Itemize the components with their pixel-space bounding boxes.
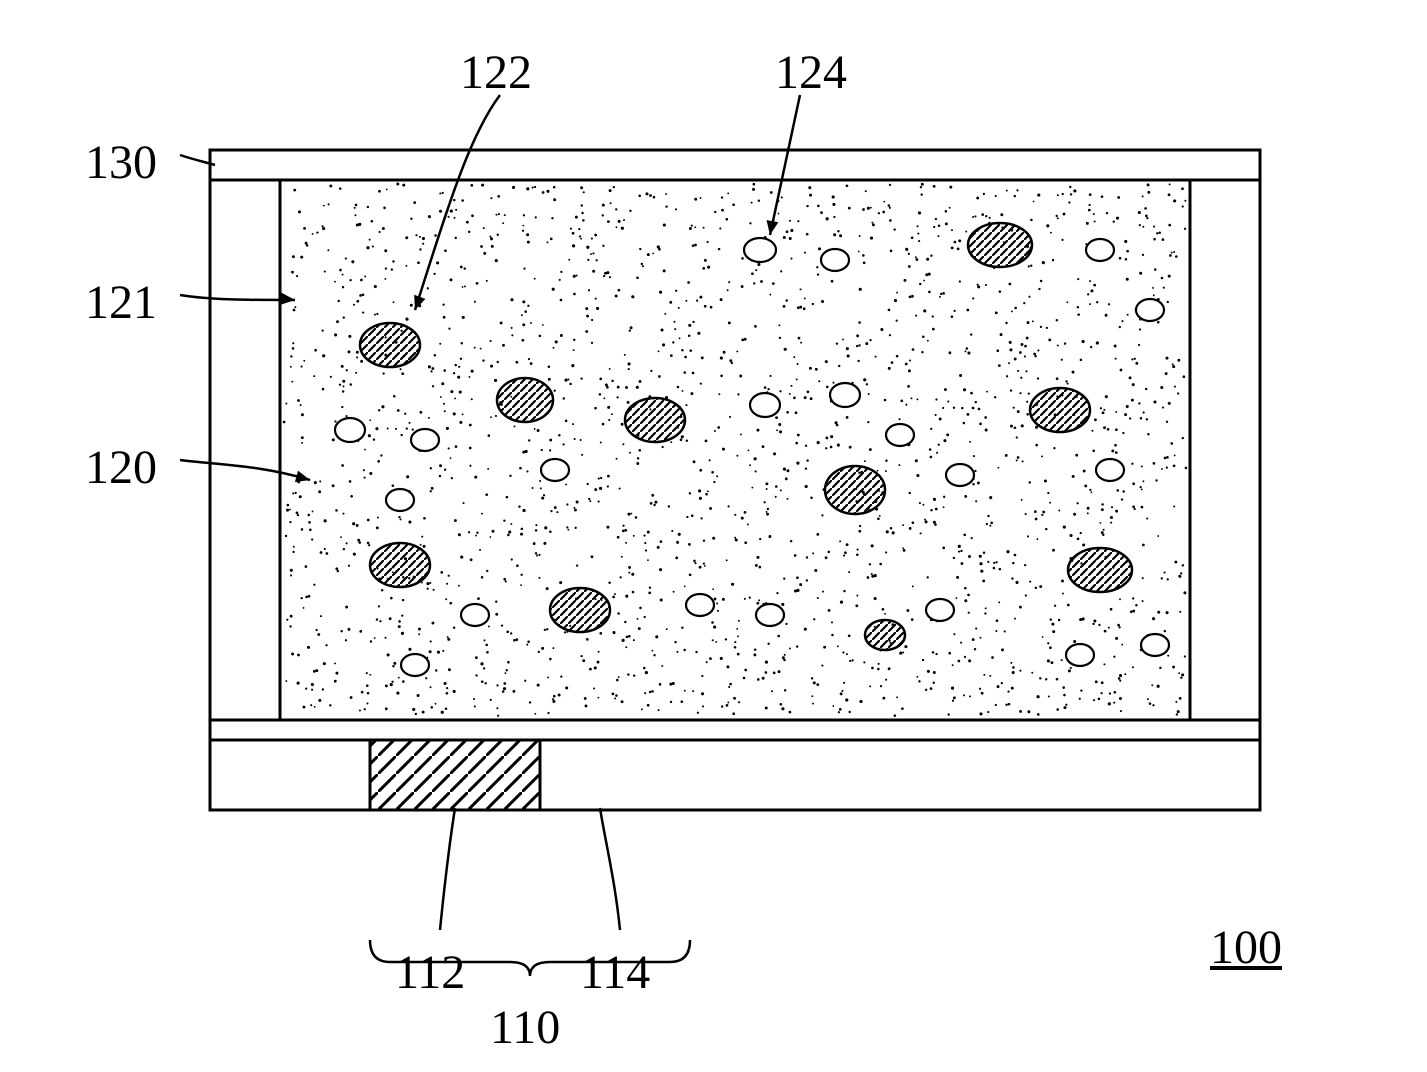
small-particle (1086, 239, 1114, 261)
small-particle (946, 464, 974, 486)
small-particle (886, 424, 914, 446)
large-particle (370, 543, 430, 587)
leader-114 (600, 808, 620, 930)
small-particle (830, 383, 860, 407)
leader-124 (770, 95, 800, 235)
leader-121 (180, 295, 295, 300)
diagram-svg (0, 0, 1427, 1072)
large-particle (625, 398, 685, 442)
large-particle (1030, 388, 1090, 432)
small-particle (744, 238, 776, 262)
small-particle (386, 489, 414, 511)
small-particle (821, 249, 849, 271)
leader-120 (180, 460, 310, 480)
small-particle (1141, 634, 1169, 656)
large-particle (825, 466, 885, 514)
small-particle (756, 604, 784, 626)
leader-112 (440, 808, 455, 930)
label-l114: 114 (580, 945, 650, 1000)
large-particle (497, 378, 553, 422)
small-particle (411, 429, 439, 451)
label-l124: 124 (775, 45, 847, 100)
leader-122 (415, 95, 500, 310)
small-particle (541, 459, 569, 481)
small-particle (335, 418, 365, 442)
arrowhead (767, 220, 779, 235)
label-l110: 110 (490, 1000, 560, 1055)
label-l122: 122 (460, 45, 532, 100)
label-l121: 121 (85, 275, 157, 330)
large-particle (550, 588, 610, 632)
label-l120: 120 (85, 440, 157, 495)
chip-block (370, 740, 540, 810)
small-particle (686, 594, 714, 616)
small-particle (1096, 459, 1124, 481)
label-l112: 112 (395, 945, 465, 1000)
small-particle (1136, 299, 1164, 321)
small-particle (1066, 644, 1094, 666)
label-l100: 100 (1210, 920, 1282, 975)
small-particle (926, 599, 954, 621)
large-particle (865, 620, 905, 650)
small-particle (401, 654, 429, 676)
large-particle (1068, 548, 1132, 592)
small-particle (461, 604, 489, 626)
small-particle (750, 393, 780, 417)
large-particle (360, 323, 420, 367)
arrowhead (414, 295, 425, 310)
large-particle (968, 223, 1032, 267)
label-l130: 130 (85, 135, 157, 190)
